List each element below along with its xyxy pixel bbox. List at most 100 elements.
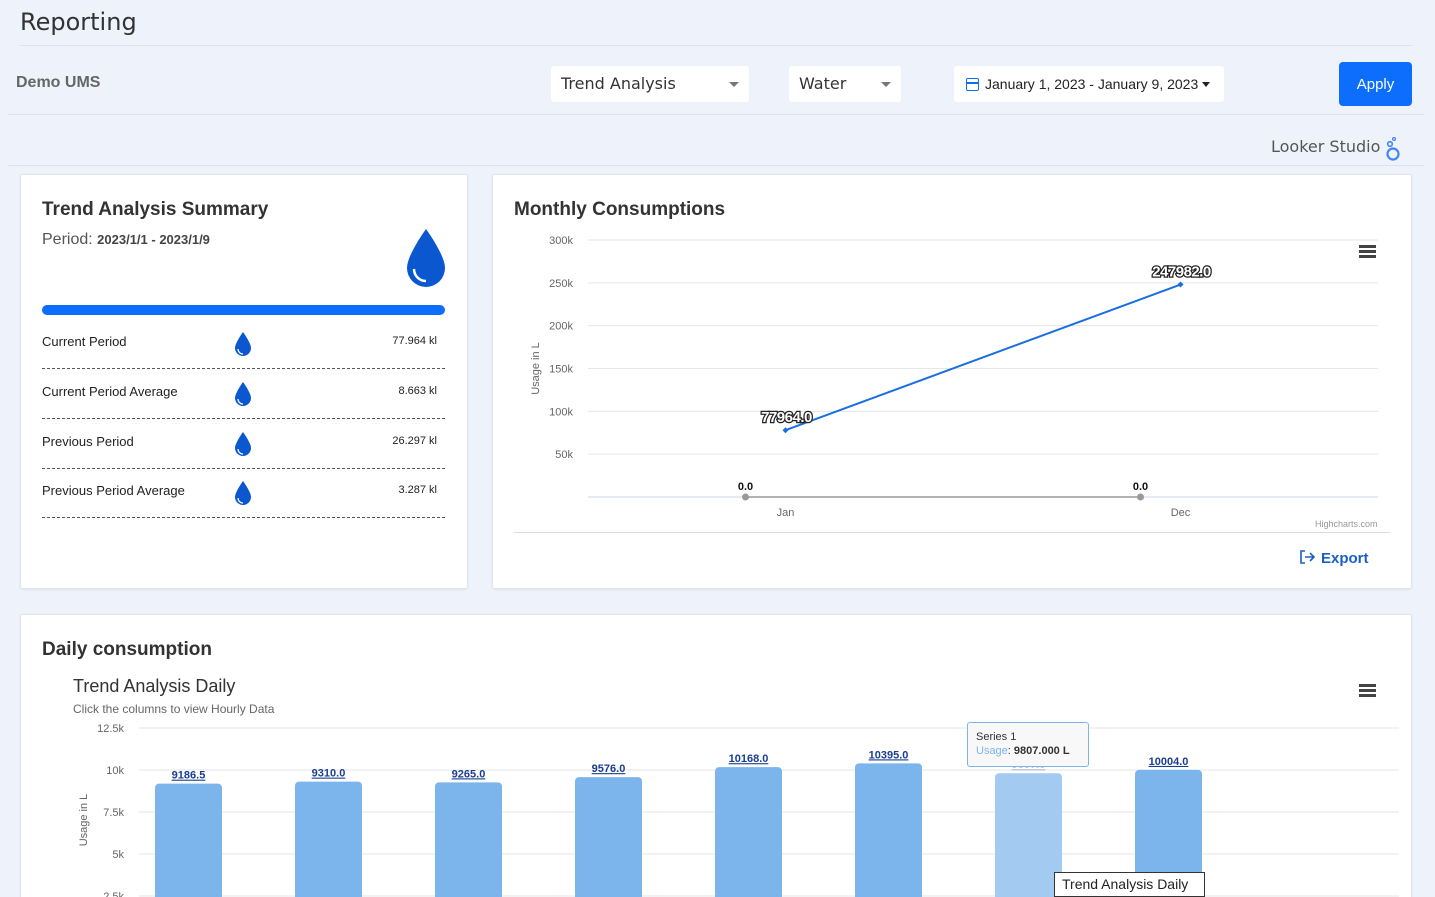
chart-subtitle: Click the columns to view Hourly Data bbox=[73, 702, 275, 716]
data-point bbox=[1177, 281, 1184, 288]
y-tick-label: 50k bbox=[555, 449, 573, 461]
water-drop-icon bbox=[235, 332, 251, 356]
y-tick-label: 150k bbox=[549, 364, 573, 376]
bar-label: 10168.0 bbox=[729, 753, 769, 765]
water-drop-icon bbox=[407, 229, 445, 287]
bar-label: 9186.5 bbox=[172, 770, 206, 782]
bar bbox=[435, 782, 502, 897]
row-value: 3.287 kl bbox=[398, 484, 437, 496]
y-tick-label: 100k bbox=[549, 406, 573, 418]
summary-row: Current Period 77.964 kl bbox=[42, 319, 445, 369]
bar-label: 10004.0 bbox=[1149, 756, 1189, 768]
apply-button[interactable]: Apply bbox=[1339, 62, 1412, 106]
hover-title-tooltip: Trend Analysis Daily bbox=[1054, 872, 1205, 897]
period-text: Period: 2023/1/1 - 2023/1/9 bbox=[42, 231, 210, 249]
summary-row: Current Period Average 8.663 kl bbox=[42, 369, 445, 419]
bar bbox=[995, 773, 1062, 897]
looker-studio-icon[interactable] bbox=[1384, 136, 1404, 162]
export-icon bbox=[1300, 550, 1316, 564]
row-value: 8.663 kl bbox=[398, 385, 437, 397]
caret-down-icon bbox=[1202, 82, 1211, 87]
y-tick-label: 250k bbox=[549, 278, 573, 290]
bar bbox=[155, 783, 222, 897]
date-range-picker[interactable]: January 1, 2023 - January 9, 2023 bbox=[954, 66, 1224, 102]
y-tick-label: 200k bbox=[549, 321, 573, 333]
y-axis-title: Usage in L bbox=[78, 794, 90, 847]
divider bbox=[20, 45, 1412, 46]
y-tick-label: 10k bbox=[106, 765, 124, 777]
tooltip-value: 9807.000 L bbox=[1013, 745, 1070, 757]
divider bbox=[8, 114, 1424, 115]
chart-menu-icon[interactable] bbox=[1359, 245, 1376, 258]
monthly-title: Monthly Consumptions bbox=[514, 199, 726, 220]
date-range-value: January 1, 2023 - January 9, 2023 bbox=[985, 76, 1199, 92]
row-label: Previous Period Average bbox=[42, 483, 185, 498]
export-label: Export bbox=[1321, 550, 1369, 567]
water-drop-icon bbox=[235, 432, 251, 456]
water-drop-icon bbox=[235, 481, 251, 505]
daily-card: Daily consumption Trend Analysis Daily Cl… bbox=[20, 614, 1412, 897]
summary-row: Previous Period Average 3.287 kl bbox=[42, 468, 445, 518]
tooltip-key: Usage bbox=[976, 745, 1008, 757]
row-label: Current Period bbox=[42, 334, 127, 349]
period-label: Period: bbox=[42, 231, 93, 248]
bar-label: 9265.0 bbox=[452, 768, 486, 780]
row-value: 26.297 kl bbox=[392, 435, 437, 447]
bar bbox=[715, 767, 782, 897]
bar-label: 10395.0 bbox=[869, 749, 909, 761]
chart-title: Trend Analysis Daily bbox=[73, 676, 235, 696]
daily-chart: Trend Analysis Daily Click the columns to… bbox=[73, 676, 1399, 897]
data-label: 0.0 bbox=[738, 481, 753, 493]
y-axis-title: Usage in L bbox=[530, 342, 542, 395]
page-title: Reporting bbox=[20, 8, 137, 36]
summary-row: Previous Period 26.297 kl bbox=[42, 419, 445, 469]
summary-card: Trend Analysis Summary Period: 2023/1/1 … bbox=[20, 174, 468, 589]
row-label: Previous Period bbox=[42, 434, 134, 449]
data-point bbox=[742, 493, 749, 501]
progress-bar bbox=[42, 305, 445, 315]
data-point bbox=[782, 427, 789, 434]
utility-select[interactable]: Water bbox=[789, 66, 901, 102]
calendar-icon bbox=[966, 78, 979, 91]
bar bbox=[295, 781, 362, 897]
monthly-card: Monthly Consumptions 50k 100k 150k 200k 250k… bbox=[492, 174, 1412, 589]
bar bbox=[575, 777, 642, 897]
data-label: 247982.0 bbox=[1152, 264, 1211, 281]
x-tick-label: Dec bbox=[1171, 507, 1191, 519]
report-type-value: Trend Analysis bbox=[561, 74, 676, 93]
row-value: 77.964 kl bbox=[392, 335, 437, 347]
highcharts-credits[interactable]: Highcharts.com bbox=[1315, 519, 1378, 529]
report-type-select[interactable]: Trend Analysis bbox=[551, 66, 749, 102]
y-tick-label: 300k bbox=[549, 235, 573, 247]
monthly-chart: 50k 100k 150k 200k 250k 300k Usage in L Jan Dec 7… bbox=[530, 235, 1378, 519]
y-tick-label: 12.5k bbox=[97, 723, 124, 735]
divider bbox=[8, 165, 1424, 166]
tooltip-line: Usage: 9807.000 L bbox=[976, 745, 1070, 757]
looker-studio-link[interactable]: Looker Studio bbox=[1271, 137, 1381, 156]
divider bbox=[514, 532, 1390, 533]
chart-tooltip: Series 1 Usage: 9807.000 L bbox=[967, 722, 1089, 767]
y-tick-label: 7.5k bbox=[103, 807, 124, 819]
bar-label: 9310.0 bbox=[312, 768, 346, 780]
export-button[interactable]: Export bbox=[1299, 550, 1369, 567]
summary-title: Trend Analysis Summary bbox=[42, 199, 269, 220]
bar bbox=[855, 763, 922, 897]
utility-value: Water bbox=[799, 74, 847, 93]
period-value: 2023/1/1 - 2023/1/9 bbox=[97, 232, 210, 247]
chevron-down-icon bbox=[881, 82, 891, 87]
y-tick-label: 2.5k bbox=[103, 891, 124, 897]
organization-label: Demo UMS bbox=[16, 74, 101, 91]
data-label: 0.0 bbox=[1133, 481, 1148, 493]
data-label: 77964.0 bbox=[761, 409, 812, 426]
chevron-down-icon bbox=[729, 82, 739, 87]
chart-menu-icon[interactable] bbox=[1359, 684, 1376, 697]
series-line bbox=[785, 283, 1181, 432]
row-label: Current Period Average bbox=[42, 384, 178, 399]
daily-title: Daily consumption bbox=[42, 639, 212, 660]
water-drop-icon bbox=[235, 382, 251, 406]
bar bbox=[1135, 769, 1202, 897]
bar-label: 9576.0 bbox=[592, 763, 626, 775]
data-point bbox=[1137, 493, 1144, 501]
tooltip-series: Series 1 bbox=[976, 731, 1017, 743]
y-tick-label: 5k bbox=[112, 849, 124, 861]
